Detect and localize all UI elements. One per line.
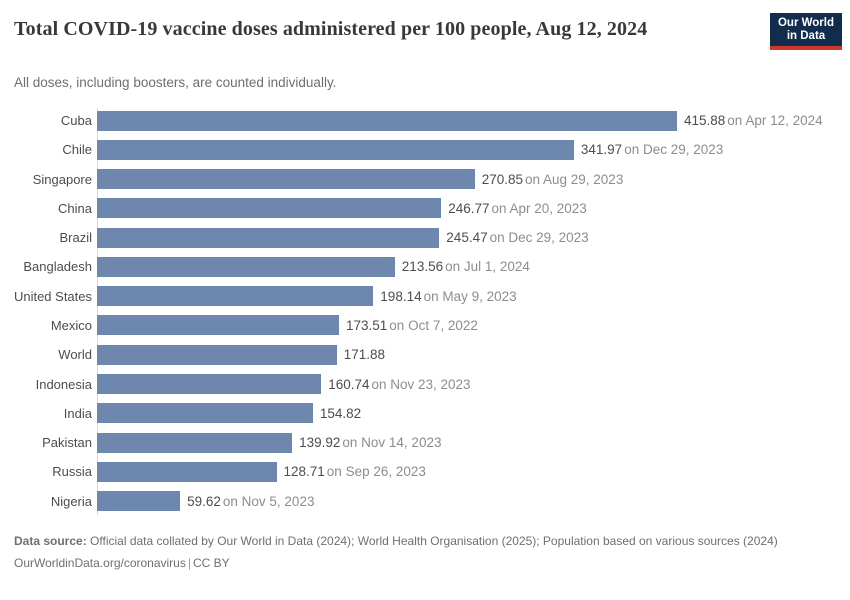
footer-license: CC BY	[192, 555, 230, 570]
footer-separator: |	[187, 555, 191, 570]
dose-bar[interactable]	[97, 139, 574, 160]
bar-wrap: 128.71 on Sep 26, 2023	[97, 461, 426, 482]
chart-row: Brazil 245.47 on Dec 29, 2023	[0, 223, 850, 252]
value-date-label: on Nov 5, 2023	[222, 493, 315, 509]
value-label: 154.82	[319, 405, 362, 421]
chart-row: China 246.77 on Apr 20, 2023	[0, 194, 850, 223]
bar-wrap: 341.97 on Dec 29, 2023	[97, 139, 724, 160]
value-date-label: on Dec 29, 2023	[624, 142, 724, 158]
y-axis-line	[97, 108, 98, 515]
bar-wrap: 270.85 on Aug 29, 2023	[97, 169, 624, 190]
dose-bar[interactable]	[97, 315, 339, 336]
entity-label: Pakistan	[42, 435, 92, 451]
value-date-label: on Apr 12, 2024	[727, 113, 823, 129]
chart-row: Mexico 173.51 on Oct 7, 2022	[0, 311, 850, 340]
dose-bar[interactable]	[97, 286, 374, 307]
value-date-label: on Jul 1, 2024	[445, 259, 530, 275]
bar-rows: Cuba 415.88 on Apr 12, 2024 Chile 341.97 on D…	[0, 106, 850, 516]
entity-label: Indonesia	[35, 376, 92, 392]
bar-wrap: 245.47 on Dec 29, 2023	[97, 227, 589, 248]
value-date-label: on Nov 23, 2023	[371, 376, 471, 392]
entity-label: World	[58, 347, 92, 363]
value-label: 160.74	[328, 376, 370, 392]
owid-logo-line1: Our World	[777, 16, 834, 29]
chart-row: Pakistan 139.92 on Nov 14, 2023	[0, 428, 850, 457]
value-label: 270.85	[481, 171, 523, 187]
value-date-label: on Sep 26, 2023	[326, 464, 426, 480]
value-label: 246.77	[448, 200, 490, 216]
chart-row: Russia 128.71 on Sep 26, 2023	[0, 457, 850, 486]
bar-wrap: 160.74 on Nov 23, 2023	[97, 374, 471, 395]
footer-link-url[interactable]: OurWorldinData.org/coronavirus	[14, 555, 186, 570]
entity-label: Bangladesh	[23, 259, 92, 275]
entity-label: United States	[13, 288, 92, 304]
bar-wrap: 154.82	[97, 403, 362, 424]
data-source-note: Data source: Official data collated by O…	[14, 533, 836, 550]
entity-label: Mexico	[50, 317, 92, 333]
owid-logo-line2: in Data	[786, 29, 826, 42]
value-label: 173.51	[346, 317, 388, 333]
entity-label: Chile	[62, 142, 92, 158]
dose-bar[interactable]	[97, 432, 293, 453]
value-date-label: on Nov 14, 2023	[342, 435, 442, 451]
chart-title: Total COVID-19 vaccine doses administere…	[14, 18, 648, 40]
value-date-label: on Apr 20, 2023	[491, 200, 587, 216]
chart-row: United States 198.14 on May 9, 2023	[0, 282, 850, 311]
entity-label: Singapore	[32, 171, 92, 187]
footer-links: OurWorldinData.org/coronavirus | CC BY	[14, 555, 836, 572]
bar-wrap: 246.77 on Apr 20, 2023	[97, 198, 587, 219]
dose-bar[interactable]	[97, 403, 313, 424]
value-label: 128.71	[283, 464, 325, 480]
bar-chart: Cuba 415.88 on Apr 12, 2024 Chile 341.97 on D…	[0, 106, 850, 516]
chart-row: Cuba 415.88 on Apr 12, 2024	[0, 106, 850, 135]
value-date-label: on Dec 29, 2023	[489, 230, 589, 246]
chart-row: Nigeria 59.62 on Nov 5, 2023	[0, 486, 850, 515]
dose-bar[interactable]	[97, 169, 475, 190]
entity-label: Nigeria	[50, 493, 92, 509]
bar-wrap: 139.92 on Nov 14, 2023	[97, 432, 442, 453]
bar-wrap: 415.88 on Apr 12, 2024	[97, 110, 823, 131]
value-label: 198.14	[380, 288, 422, 304]
value-date-label: on Oct 7, 2022	[389, 317, 478, 333]
dose-bar[interactable]	[97, 461, 277, 482]
owid-logo[interactable]: Our World in Data	[770, 13, 842, 50]
chart-footer: Data source: Official data collated by O…	[14, 533, 836, 571]
chart-row: Chile 341.97 on Dec 29, 2023	[0, 135, 850, 164]
entity-label: Cuba	[60, 113, 92, 129]
data-source-text: Official data collated by Our World in D…	[86, 534, 778, 548]
value-label: 171.88	[343, 347, 385, 363]
value-label: 415.88	[684, 113, 726, 129]
value-label: 213.56	[401, 259, 444, 275]
chart-row: India 154.82	[0, 399, 850, 428]
dose-bar[interactable]	[97, 227, 440, 248]
entity-label: China	[58, 200, 92, 216]
value-label: 245.47	[446, 230, 488, 246]
chart-row: Indonesia 160.74 on Nov 23, 2023	[0, 369, 850, 398]
bar-wrap: 59.62 on Nov 5, 2023	[97, 491, 315, 512]
value-date-label: on May 9, 2023	[423, 288, 517, 304]
value-label: 341.97	[580, 142, 623, 158]
entity-label: Russia	[52, 464, 92, 480]
dose-bar[interactable]	[97, 110, 677, 131]
bar-wrap: 173.51 on Oct 7, 2022	[97, 315, 478, 336]
value-label: 59.62	[187, 493, 221, 509]
dose-bar[interactable]	[97, 256, 395, 277]
bar-wrap: 213.56 on Jul 1, 2024	[97, 256, 530, 277]
chart-subtitle: All doses, including boosters, are count…	[14, 75, 337, 90]
dose-bar[interactable]	[97, 198, 442, 219]
value-label: 139.92	[299, 435, 341, 451]
bar-wrap: 198.14 on May 9, 2023	[97, 286, 517, 307]
chart-row: Singapore 270.85 on Aug 29, 2023	[0, 165, 850, 194]
data-source-label: Data source:	[14, 534, 87, 548]
bar-wrap: 171.88	[97, 344, 385, 365]
chart-row: Bangladesh 213.56 on Jul 1, 2024	[0, 252, 850, 281]
dose-bar[interactable]	[97, 374, 322, 395]
entity-label: Brazil	[59, 230, 92, 246]
dose-bar[interactable]	[97, 344, 337, 365]
entity-label: India	[63, 405, 92, 421]
value-date-label: on Aug 29, 2023	[524, 171, 624, 187]
chart-row: World 171.88	[0, 340, 850, 369]
dose-bar[interactable]	[97, 491, 181, 512]
